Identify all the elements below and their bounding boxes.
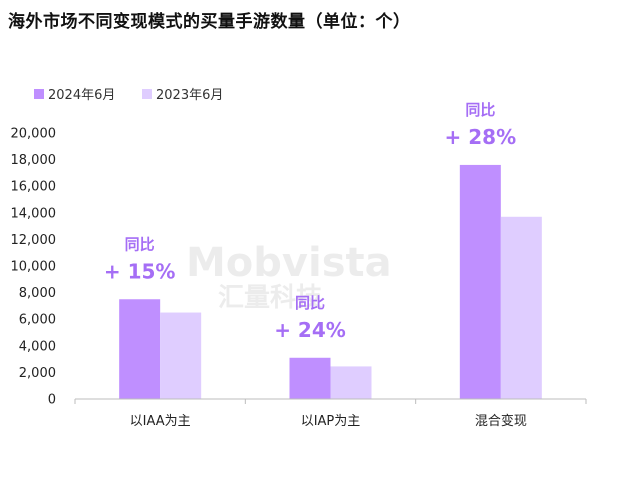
y-tick-label: 10,000 <box>11 260 57 275</box>
y-tick-label: 4,000 <box>19 339 56 354</box>
y-tick-label: 0 <box>48 393 56 408</box>
x-category-label: 以IAP为主 <box>301 414 361 429</box>
y-tick-label: 2,000 <box>19 366 56 381</box>
legend-label-0: 2024年6月 <box>48 88 115 103</box>
y-tick-label: 18,000 <box>11 153 57 168</box>
annotation-label: 同比 <box>125 235 155 253</box>
y-axis: 0 2,000 4,000 6,000 8,000 10,000 12,000 14,000 1… <box>11 127 57 408</box>
bar-2023 <box>500 216 542 399</box>
y-tick-label: 8,000 <box>19 286 56 301</box>
bar-2024 <box>459 164 501 399</box>
annotation-value: + 28% <box>445 125 517 149</box>
legend-swatch-1 <box>142 89 152 99</box>
chart-title: 海外市场不同变现模式的买量手游数量（单位：个） <box>8 12 411 32</box>
x-category-label: 以IAA为主 <box>130 414 191 429</box>
annotation-value: + 15% <box>104 259 176 283</box>
y-tick-label: 16,000 <box>11 180 57 195</box>
bar-series <box>119 164 542 399</box>
y-tick-label: 12,000 <box>11 233 57 248</box>
watermark-logo: Mobvista 汇量科技 <box>186 240 392 313</box>
chart-legend: 2024年6月 2023年6月 <box>34 88 223 103</box>
watermark-brand-cn: 汇量科技 <box>218 283 322 313</box>
annotation-value: + 24% <box>274 318 346 342</box>
y-tick-label: 14,000 <box>11 206 57 221</box>
x-axis: 以IAA为主 以IAP为主 混合变现 <box>74 398 587 429</box>
legend-swatch-0 <box>34 89 44 99</box>
annotation-label: 同比 <box>295 294 325 312</box>
annotation-label: 同比 <box>465 101 495 119</box>
y-tick-label: 6,000 <box>19 313 56 328</box>
legend-label-1: 2023年6月 <box>156 88 223 103</box>
x-category-label: 混合变现 <box>475 413 527 429</box>
annotations: 同比 + 15% 同比 + 24% 同比 + 28% <box>104 101 516 342</box>
bar-2023 <box>330 366 372 399</box>
bar-2024 <box>119 299 161 399</box>
y-tick-label: 20,000 <box>11 127 57 142</box>
watermark-brand: Mobvista <box>186 240 392 286</box>
bar-2024 <box>289 357 331 399</box>
bar-2023 <box>160 312 202 399</box>
